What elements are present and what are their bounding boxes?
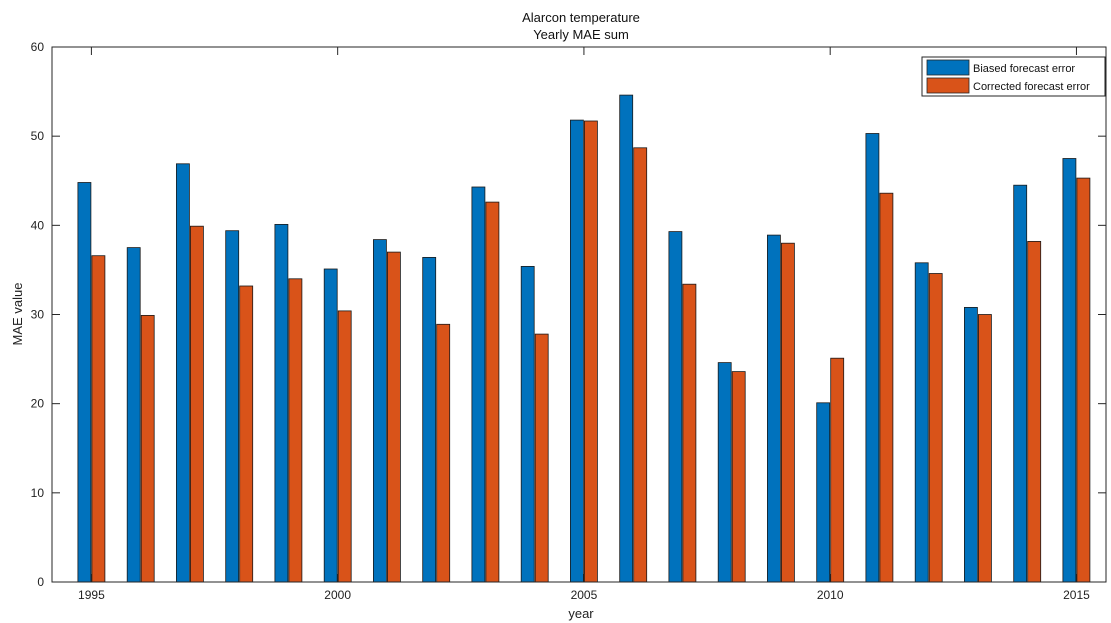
chart-title: Alarcon temperature xyxy=(522,10,640,25)
bar-corrected-forecast-error-2000 xyxy=(337,310,352,583)
bar-biased-forecast-error-2004 xyxy=(520,265,535,583)
x-tick-label-2005: 2005 xyxy=(571,588,598,602)
chart-subtitle: Yearly MAE sum xyxy=(533,27,629,42)
bar-corrected-forecast-error-1997 xyxy=(189,225,204,583)
bar-corrected-forecast-error-2012 xyxy=(928,273,943,583)
legend: Biased forecast error Corrected forecast… xyxy=(921,56,1106,97)
x-tick-label-2010: 2010 xyxy=(817,588,844,602)
y-tick-label-30: 30 xyxy=(31,308,45,322)
bar-biased-forecast-error-2009 xyxy=(767,234,781,583)
bar-biased-forecast-error-2013 xyxy=(964,306,978,583)
y-tick-label-10: 10 xyxy=(31,486,45,500)
bar-biased-forecast-error-2012 xyxy=(914,262,929,583)
x-tick-label-2000: 2000 xyxy=(324,588,351,602)
bar-biased-forecast-error-2001 xyxy=(372,239,387,583)
bar-corrected-forecast-error-2007 xyxy=(682,283,697,583)
legend-label-biased: Biased forecast error xyxy=(973,63,1075,75)
bar-biased-forecast-error-1998 xyxy=(225,230,240,583)
bar-biased-forecast-error-1997 xyxy=(175,163,190,583)
y-tick-label-60: 60 xyxy=(31,40,45,54)
y-axis-ticks: 0 10 20 30 40 50 60 xyxy=(31,40,1106,589)
bar-corrected-forecast-error-2015 xyxy=(1076,177,1091,583)
y-tick-label-40: 40 xyxy=(31,218,45,232)
x-axis-ticks: 1995 2000 2005 2010 2015 xyxy=(78,47,1090,602)
bar-biased-forecast-error-2007 xyxy=(668,231,683,583)
bar-biased-forecast-error-1999 xyxy=(274,223,289,583)
y-axis-label: MAE value xyxy=(10,283,25,346)
bar-corrected-forecast-error-2011 xyxy=(879,192,894,583)
bar-biased-forecast-error-1995 xyxy=(77,182,92,583)
legend-swatch-biased xyxy=(926,59,970,76)
bar-biased-forecast-error-1996 xyxy=(126,247,141,583)
bar-corrected-forecast-error-2001 xyxy=(386,251,401,583)
legend-label-corrected: Corrected forecast error xyxy=(973,81,1090,93)
bar-corrected-forecast-error-2003 xyxy=(485,201,500,583)
bar-biased-forecast-error-2010 xyxy=(816,402,831,583)
bar-biased-forecast-error-2015 xyxy=(1062,158,1077,583)
y-tick-label-20: 20 xyxy=(31,397,45,411)
bar-corrected-forecast-error-1996 xyxy=(140,314,155,583)
bars-group xyxy=(77,94,1091,583)
bar-corrected-forecast-error-2006 xyxy=(633,147,648,583)
bar-biased-forecast-error-2014 xyxy=(1013,184,1028,583)
bar-corrected-forecast-error-2013 xyxy=(978,314,992,583)
bar-corrected-forecast-error-2005 xyxy=(584,120,598,583)
bar-biased-forecast-error-2000 xyxy=(323,268,338,583)
bar-corrected-forecast-error-2009 xyxy=(781,242,795,583)
y-tick-label-50: 50 xyxy=(31,129,45,143)
bar-biased-forecast-error-2002 xyxy=(422,256,437,583)
bar-biased-forecast-error-2005 xyxy=(570,119,584,583)
bar-corrected-forecast-error-1999 xyxy=(288,278,303,583)
bar-corrected-forecast-error-1998 xyxy=(239,285,254,583)
legend-swatch-corrected xyxy=(926,77,970,94)
bar-biased-forecast-error-2003 xyxy=(471,186,486,583)
bar-corrected-forecast-error-2010 xyxy=(830,357,845,583)
x-tick-label-1995: 1995 xyxy=(78,588,105,602)
bar-biased-forecast-error-2011 xyxy=(865,133,880,583)
x-axis-label: year xyxy=(568,606,594,621)
bar-biased-forecast-error-2006 xyxy=(619,94,634,583)
bar-corrected-forecast-error-2004 xyxy=(534,333,549,583)
bar-corrected-forecast-error-2014 xyxy=(1027,240,1042,583)
bar-corrected-forecast-error-1995 xyxy=(91,255,106,583)
bar-biased-forecast-error-2008 xyxy=(717,362,732,583)
bar-corrected-forecast-error-2008 xyxy=(731,371,746,583)
y-tick-label-0: 0 xyxy=(37,575,44,589)
x-tick-label-2015: 2015 xyxy=(1063,588,1090,602)
bar-corrected-forecast-error-2002 xyxy=(436,323,451,583)
